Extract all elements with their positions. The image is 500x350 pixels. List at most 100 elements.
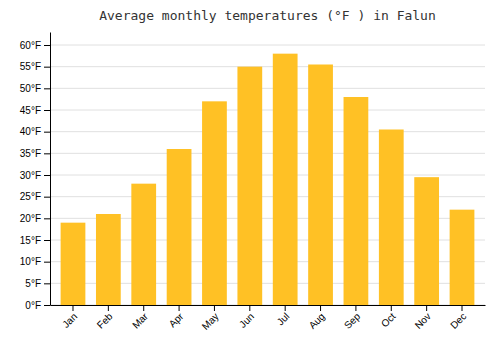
grid — [50, 45, 485, 305]
grid-line — [50, 131, 485, 132]
x-tick-mark — [249, 305, 250, 311]
chart-container: Jan Feb Mar Apr May Jun Jul Aug Sep Oct Nov Dec 0°F 5… — [0, 0, 500, 350]
x-tick-label: Mar — [130, 310, 150, 330]
x-tick: Dec — [448, 305, 468, 331]
bar — [202, 101, 227, 305]
y-tick-mark — [44, 262, 50, 263]
y-tick-label: 45°F — [20, 105, 41, 116]
x-tick-mark — [426, 305, 427, 311]
grid-line — [50, 110, 485, 111]
y-tick: 40°F — [20, 126, 50, 137]
y-tick-label: 40°F — [20, 126, 41, 137]
grid-line — [50, 66, 485, 67]
y-tick: 50°F — [20, 83, 50, 94]
y-tick-label: 0°F — [25, 300, 41, 311]
bar — [414, 177, 439, 305]
x-tick: Apr — [167, 305, 186, 329]
y-axis: 0°F 5°F 10°F 15°F 20°F 25°F 30°F 35°F 40°F 45°F 50… — [20, 33, 51, 311]
y-tick: 60°F — [20, 40, 50, 51]
y-tick-mark — [44, 45, 50, 46]
y-axis-line — [50, 33, 51, 306]
y-tick-mark — [44, 110, 50, 111]
y-tick-mark — [44, 305, 50, 306]
x-tick-label: Feb — [95, 310, 115, 330]
x-tick-mark — [72, 305, 73, 311]
y-tick-label: 5°F — [25, 278, 41, 289]
x-tick-label: May — [200, 311, 221, 332]
bar — [61, 223, 86, 305]
bar — [308, 65, 333, 306]
y-tick-label: 35°F — [20, 148, 41, 159]
y-tick-label: 15°F — [20, 235, 41, 246]
y-tick-mark — [44, 218, 50, 219]
x-tick: Jan — [60, 305, 79, 330]
x-tick-mark — [320, 305, 321, 311]
x-tick-label: Jul — [275, 311, 292, 328]
y-tick-mark — [44, 240, 50, 241]
y-tick-label: 55°F — [20, 61, 41, 72]
bar — [237, 67, 262, 305]
x-tick-label: Apr — [167, 310, 186, 329]
x-tick: Aug — [307, 305, 327, 331]
x-tick: Jun — [237, 305, 256, 330]
bar — [96, 214, 121, 305]
x-tick-label: Dec — [448, 311, 468, 331]
bar — [131, 184, 156, 305]
chart-svg: Jan Feb Mar Apr May Jun Jul Aug Sep Oct Nov Dec 0°F 5… — [0, 0, 500, 350]
y-tick-mark — [44, 153, 50, 154]
x-tick-label: Jun — [237, 311, 256, 330]
y-tick-label: 20°F — [20, 213, 41, 224]
bar — [167, 149, 192, 305]
y-tick: 25°F — [20, 191, 50, 202]
x-axis-line — [51, 305, 486, 306]
x-tick-mark — [285, 305, 286, 311]
grid-line — [50, 175, 485, 176]
x-tick: Mar — [130, 305, 150, 331]
y-tick-label: 60°F — [20, 40, 41, 51]
x-tick-label: Oct — [379, 311, 398, 330]
y-tick-mark — [44, 175, 50, 176]
bar — [344, 97, 369, 305]
grid-line — [50, 153, 485, 154]
y-tick: 20°F — [20, 213, 50, 224]
y-tick-mark — [44, 197, 50, 198]
x-tick-label: Aug — [307, 311, 327, 331]
y-tick-mark — [44, 88, 50, 89]
x-tick: Sep — [342, 305, 363, 331]
plot-area: Jan Feb Mar Apr May Jun Jul Aug Sep Oct Nov Dec 0°F 5… — [20, 33, 486, 332]
y-tick-mark — [44, 132, 50, 133]
y-tick: 35°F — [20, 148, 50, 159]
y-tick-mark — [44, 283, 50, 284]
y-tick: 10°F — [20, 256, 50, 267]
y-tick-label: 30°F — [20, 170, 41, 181]
y-tick: 0°F — [25, 300, 50, 311]
y-tick: 55°F — [20, 61, 50, 72]
bars — [61, 54, 475, 305]
x-tick-label: Nov — [413, 311, 433, 331]
x-tick-mark — [355, 305, 356, 311]
x-axis: Jan Feb Mar Apr May Jun Jul Aug Sep Oct Nov Dec — [51, 305, 486, 332]
y-tick-label: 10°F — [20, 256, 41, 267]
x-tick-mark — [462, 305, 463, 311]
y-tick-mark — [44, 67, 50, 68]
y-tick: 45°F — [20, 105, 50, 116]
x-tick-mark — [391, 305, 392, 311]
grid-line — [50, 45, 485, 46]
bar — [450, 210, 475, 305]
y-tick: 5°F — [25, 278, 50, 289]
x-tick: May — [200, 305, 221, 332]
x-tick: Jul — [275, 305, 292, 327]
x-tick: Nov — [413, 305, 433, 331]
x-tick: Feb — [95, 305, 115, 331]
x-tick-label: Jan — [60, 311, 79, 330]
y-tick-label: 25°F — [20, 191, 41, 202]
x-tick-mark — [179, 305, 180, 311]
x-tick-mark — [108, 305, 109, 311]
y-tick: 30°F — [20, 170, 50, 181]
x-tick: Oct — [379, 305, 398, 329]
y-tick: 15°F — [20, 235, 50, 246]
bar — [273, 54, 298, 305]
y-tick-label: 50°F — [20, 83, 41, 94]
x-tick-mark — [214, 305, 215, 311]
bar — [379, 130, 404, 306]
